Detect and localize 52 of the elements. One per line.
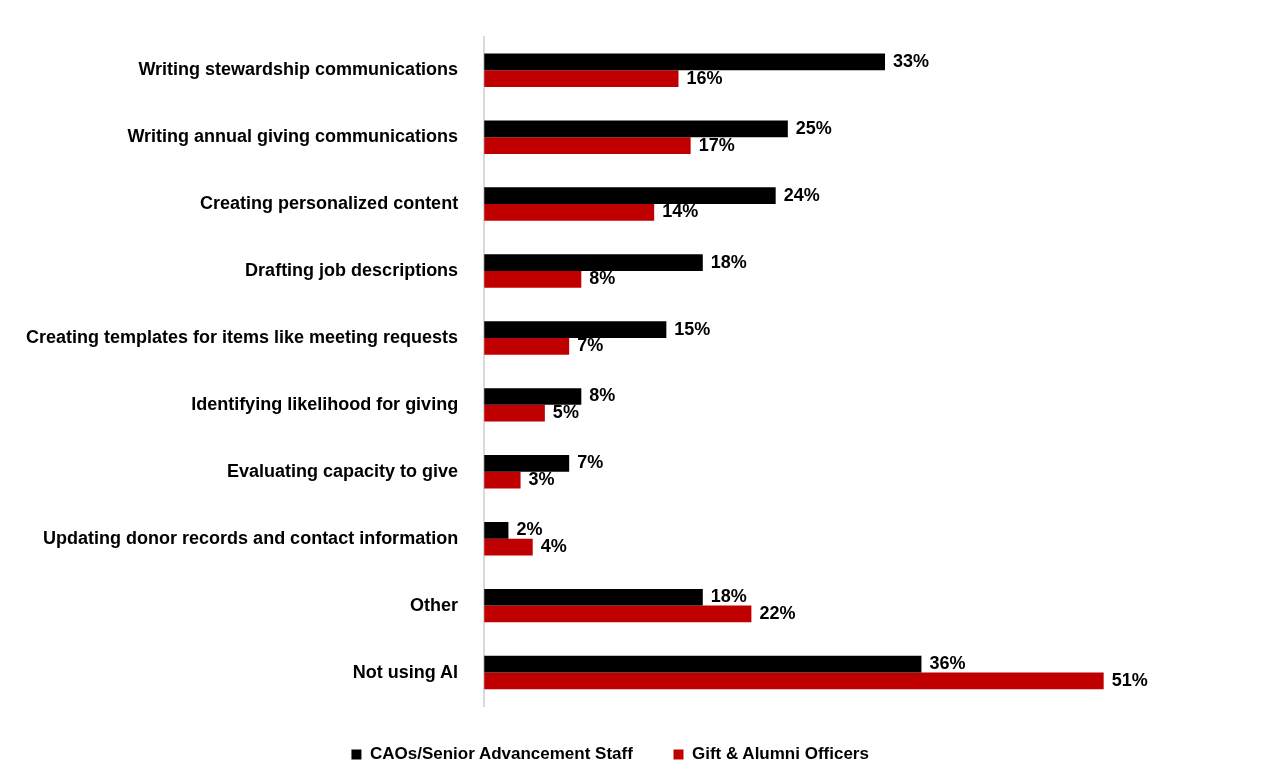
- data-label: 18%: [710, 586, 747, 607]
- data-label: 3%: [528, 469, 555, 490]
- data-label: 33%: [893, 50, 930, 71]
- legend-label: CAOs/Senior Advancement Staff: [369, 744, 634, 764]
- bar: [484, 521, 509, 539]
- bar: [484, 388, 582, 405]
- legend-label: Gift & Alumni Officers: [691, 744, 869, 764]
- y-tick-label: Identifying likelihood for giving: [191, 393, 459, 414]
- data-label: 17%: [698, 134, 735, 155]
- bar: [484, 120, 788, 138]
- data-label: 8%: [589, 268, 616, 289]
- data-label: 22%: [759, 602, 796, 623]
- bar: [484, 321, 667, 338]
- y-tick-label: Other: [410, 594, 459, 615]
- y-tick-label: Creating templates for items like meeting requests: [25, 326, 459, 347]
- data-label: 5%: [552, 402, 579, 423]
- bar: [484, 70, 679, 87]
- data-label: 2%: [516, 519, 543, 540]
- bar: [484, 655, 922, 673]
- bar: [484, 538, 533, 556]
- data-label: 8%: [589, 385, 616, 406]
- bar: [484, 455, 570, 472]
- bar: [484, 53, 886, 71]
- data-label: 18%: [710, 251, 747, 272]
- bar: [484, 337, 570, 355]
- y-tick-label: Writing annual giving communications: [127, 126, 459, 147]
- bar: [484, 137, 691, 154]
- bar: [484, 254, 703, 272]
- bar: [484, 605, 752, 623]
- y-tick-label: Not using AI: [352, 661, 459, 682]
- y-tick-label: Writing stewardship communications: [138, 59, 459, 80]
- bar: [484, 204, 655, 221]
- data-label: 15%: [674, 318, 711, 339]
- data-label: 14%: [662, 201, 699, 222]
- data-label: 16%: [686, 67, 723, 88]
- data-label: 7%: [577, 452, 604, 473]
- y-tick-label: Updating donor records and contact information: [43, 527, 459, 548]
- bar: [484, 588, 703, 606]
- bar: [484, 404, 545, 422]
- bar: [484, 187, 776, 205]
- data-label: 25%: [795, 117, 832, 138]
- bar: [484, 672, 1104, 690]
- data-label: 36%: [929, 653, 966, 674]
- y-tick-label: Creating personalized content: [200, 193, 459, 214]
- y-tick-label: Drafting job descriptions: [245, 259, 459, 280]
- data-label: 7%: [577, 335, 604, 356]
- bar: [484, 471, 521, 489]
- data-label: 24%: [783, 184, 820, 205]
- data-label: 51%: [1111, 669, 1148, 690]
- data-label: 4%: [540, 536, 567, 557]
- bar: [484, 271, 582, 288]
- y-tick-label: Evaluating capacity to give: [227, 460, 459, 481]
